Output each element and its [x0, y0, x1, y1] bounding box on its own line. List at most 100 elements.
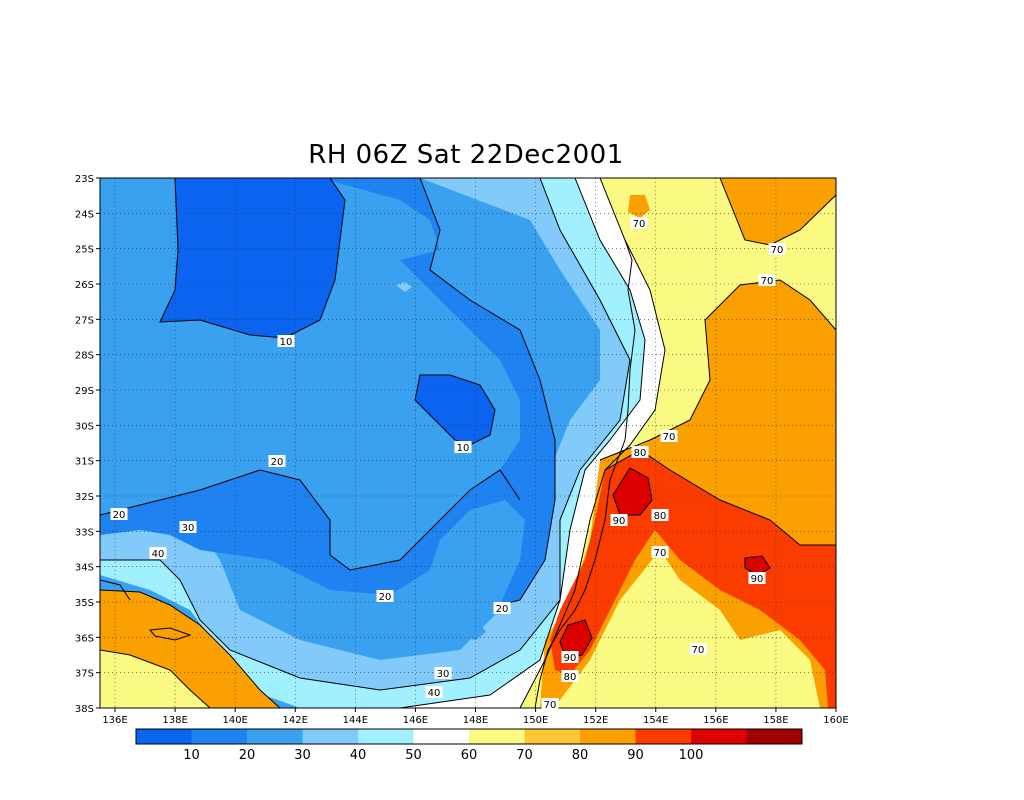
colorbar-label: 90: [627, 748, 644, 763]
colorbar-label: 30: [294, 748, 311, 763]
lat-tick-label: 36S: [75, 633, 94, 644]
colorbar-swatch: [691, 729, 747, 744]
contour-label: 20: [110, 508, 128, 521]
lat-tick-label: 38S: [75, 704, 94, 715]
contour-label: 40: [149, 547, 167, 560]
contour-label-text: 80: [634, 448, 647, 459]
colorbar-label: 40: [350, 748, 367, 763]
band-70-80-ne: [720, 178, 836, 245]
contour-label: 70: [660, 430, 678, 443]
contour-label: 20: [268, 455, 286, 468]
contour-label: 30: [179, 521, 197, 534]
contour-label-text: 70: [771, 245, 784, 256]
contour-label-text: 20: [496, 604, 509, 615]
contour-label: 70: [689, 643, 707, 656]
band-50-60: [400, 178, 665, 708]
lat-tick-label: 37S: [75, 669, 94, 680]
band-40-50: [100, 178, 645, 708]
lon-tick-label: 140E: [222, 715, 247, 726]
lat-tick-label: 33S: [75, 527, 94, 538]
lon-tick-label: 154E: [643, 715, 668, 726]
band-0-10-center: [415, 375, 495, 445]
band-60-70-sw: [100, 650, 210, 708]
lat-tick-label: 35S: [75, 598, 94, 609]
contour-label-text: 10: [280, 337, 293, 348]
colorbar-label: 70: [516, 748, 533, 763]
lon-tick-label: 138E: [162, 715, 187, 726]
lon-tick-label: 160E: [823, 715, 848, 726]
lon-tick-label: 158E: [763, 715, 788, 726]
lon-tick-label: 144E: [343, 715, 368, 726]
lon-tick-label: 152E: [583, 715, 608, 726]
band-small-blob-2: [465, 624, 486, 640]
contour-label-text: 70: [544, 700, 557, 711]
contour-label-text: 80: [654, 511, 667, 522]
colorbar: 10 20 30 40 50 60 70 80 90 100: [135, 728, 803, 763]
contour-label-text: 40: [428, 688, 441, 699]
lat-tick-label: 24S: [75, 209, 94, 220]
axes: 136E 138E 140E 142E 144E 146E 148E 150E 152E 154E…: [75, 174, 849, 726]
lat-tick-label: 30S: [75, 421, 94, 432]
lat-tick-label: 25S: [75, 245, 94, 256]
lat-tick-label: 27S: [75, 315, 94, 326]
contour-label-text: 30: [182, 523, 195, 534]
colorbar-swatch: [358, 729, 414, 744]
band-0-10-north: [160, 178, 345, 338]
contour-label: 80: [651, 509, 669, 522]
contour-label-text: 30: [437, 669, 450, 680]
contour-label: 80: [561, 670, 579, 683]
colorbar-swatch: [136, 729, 192, 744]
contour-label: 10: [277, 335, 295, 348]
contour-label-text: 70: [633, 219, 646, 230]
coastline: [100, 239, 636, 708]
contour-label: 40: [425, 686, 443, 699]
contour-label: 70: [541, 698, 559, 711]
band-90-100-c: [560, 620, 592, 658]
contour-labels: 10 10 20 20 20 20 30 40 30 40 70 70 70 70 70 70 70 80 80 80…: [110, 217, 786, 711]
contour-label-text: 80: [564, 672, 577, 683]
lat-tick-label: 34S: [75, 563, 94, 574]
contour-label-text: 10: [457, 443, 470, 454]
contour-label: 70: [768, 243, 786, 256]
band-90-100-b: [745, 556, 770, 575]
band-70-80-small: [628, 195, 650, 218]
colorbar-label: 100: [679, 748, 704, 763]
contour-label-text: 70: [663, 432, 676, 443]
lon-tick-label: 156E: [703, 715, 728, 726]
colorbar-label: 50: [405, 748, 422, 763]
contour-label: 90: [748, 572, 766, 585]
band-small-blob: [396, 282, 412, 292]
contour-label: 90: [610, 514, 628, 527]
contour-label-text: 90: [564, 653, 577, 664]
lat-tick-label: 29S: [75, 386, 94, 397]
band-10-20: [100, 178, 555, 605]
contour-label: 90: [561, 651, 579, 664]
lat-tick-label: 23S: [75, 174, 94, 185]
lat-tick-label: 26S: [75, 280, 94, 291]
colorbar-swatch: [469, 729, 525, 744]
colorbar-swatch: [247, 729, 303, 744]
contour-label-text: 70: [692, 645, 705, 656]
contour-label: 70: [630, 217, 648, 230]
contour-label: 20: [493, 602, 511, 615]
contour-label-text: 90: [613, 516, 626, 527]
contour-label-text: 20: [271, 457, 284, 468]
contour-label-text: 40: [152, 549, 165, 560]
lon-tick-label: 146E: [403, 715, 428, 726]
colorbar-swatch: [302, 729, 359, 744]
colorbar-label: 10: [183, 748, 200, 763]
colorbar-swatch: [191, 729, 248, 744]
colorbar-swatch: [635, 729, 692, 744]
map-frame: [99, 177, 837, 709]
colorbar-swatch: [413, 729, 470, 744]
colorbar-label: 20: [239, 748, 256, 763]
contour-label: 80: [631, 446, 649, 459]
lat-tick-label: 31S: [75, 457, 94, 468]
colorbar-label: 60: [461, 748, 478, 763]
contour-label: 30: [434, 667, 452, 680]
lon-tick-label: 150E: [523, 715, 548, 726]
contour-label-text: 20: [113, 510, 126, 521]
contour-label: 20: [376, 590, 394, 603]
contour-label-text: 20: [379, 592, 392, 603]
lon-tick-label: 148E: [463, 715, 488, 726]
